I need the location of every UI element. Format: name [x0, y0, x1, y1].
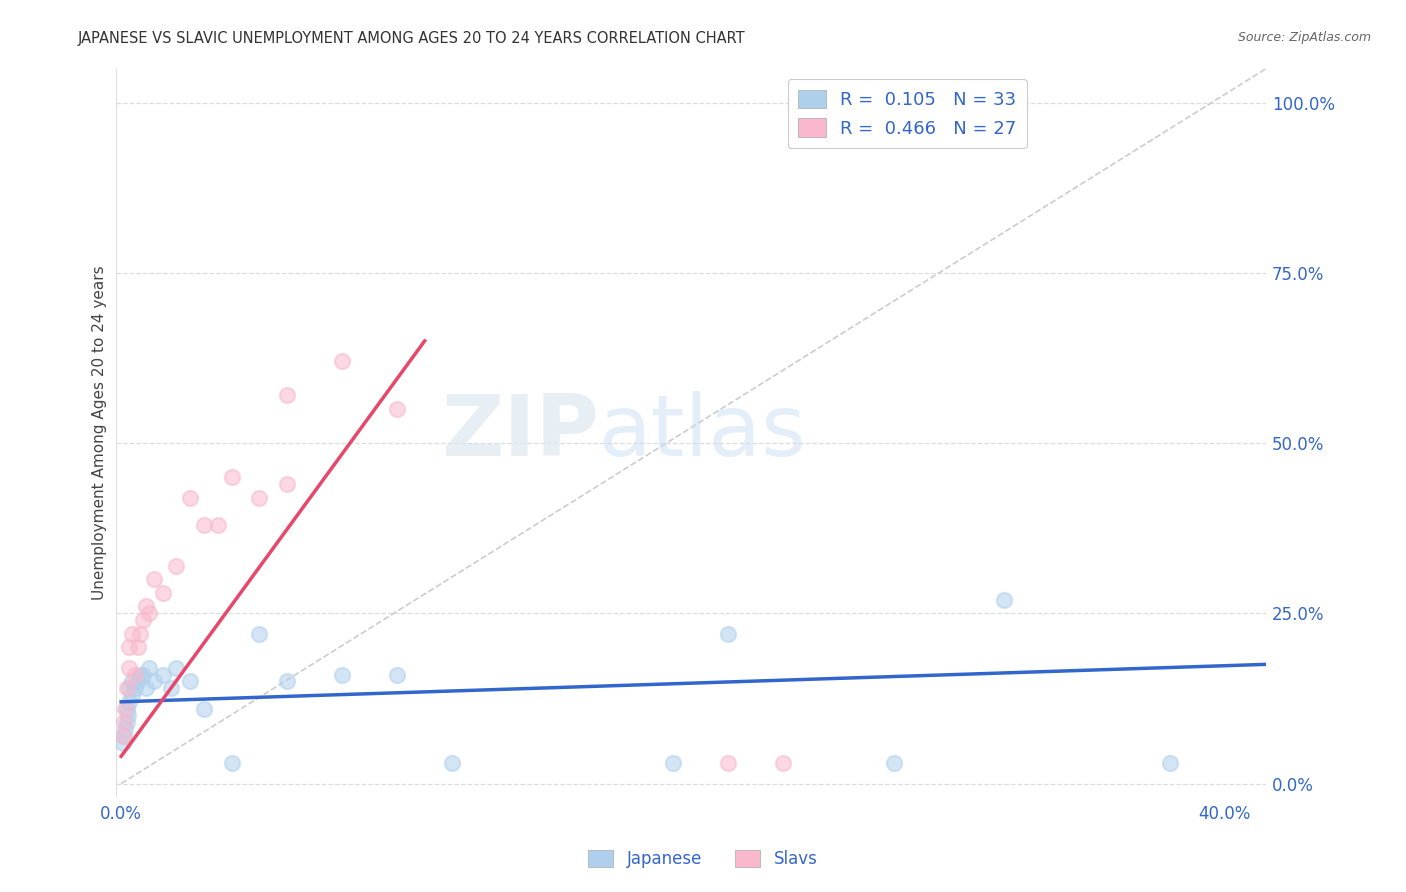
Point — [121, 674, 143, 689]
Point — [115, 715, 138, 730]
Point — [330, 354, 353, 368]
Point — [1159, 756, 1181, 770]
Point — [152, 586, 174, 600]
Point — [330, 667, 353, 681]
Text: atlas: atlas — [599, 392, 807, 475]
Point — [143, 674, 166, 689]
Point — [193, 701, 215, 715]
Point — [112, 729, 135, 743]
Text: Source: ZipAtlas.com: Source: ZipAtlas.com — [1237, 31, 1371, 45]
Point — [247, 491, 270, 505]
Point — [127, 640, 149, 655]
Point — [993, 592, 1015, 607]
Point — [138, 607, 160, 621]
Point — [717, 756, 740, 770]
Point — [118, 661, 141, 675]
Point — [129, 667, 152, 681]
Point — [117, 708, 139, 723]
Point — [221, 470, 243, 484]
Point — [118, 681, 141, 696]
Legend: Japanese, Slavs: Japanese, Slavs — [582, 843, 824, 875]
Point — [121, 626, 143, 640]
Point — [124, 667, 146, 681]
Point — [717, 626, 740, 640]
Point — [662, 756, 685, 770]
Point — [135, 681, 157, 696]
Point — [276, 388, 298, 402]
Point — [124, 681, 146, 696]
Point — [118, 640, 141, 655]
Point — [165, 558, 187, 573]
Point — [883, 756, 905, 770]
Point — [160, 681, 183, 696]
Point — [276, 476, 298, 491]
Point — [385, 402, 408, 417]
Point — [115, 701, 138, 715]
Point — [118, 695, 141, 709]
Point — [193, 517, 215, 532]
Point — [127, 674, 149, 689]
Point — [441, 756, 464, 770]
Point — [247, 626, 270, 640]
Point — [121, 688, 143, 702]
Legend: R =  0.105   N = 33, R =  0.466   N = 27: R = 0.105 N = 33, R = 0.466 N = 27 — [787, 79, 1026, 148]
Point — [143, 572, 166, 586]
Point — [112, 715, 135, 730]
Point — [385, 667, 408, 681]
Point — [111, 736, 134, 750]
Point — [132, 613, 155, 627]
Point — [132, 667, 155, 681]
Text: ZIP: ZIP — [441, 392, 599, 475]
Point — [179, 491, 201, 505]
Point — [276, 674, 298, 689]
Point — [129, 626, 152, 640]
Point — [152, 667, 174, 681]
Point — [138, 661, 160, 675]
Point — [221, 756, 243, 770]
Point — [772, 756, 794, 770]
Y-axis label: Unemployment Among Ages 20 to 24 years: Unemployment Among Ages 20 to 24 years — [93, 266, 107, 600]
Point — [207, 517, 229, 532]
Point — [114, 701, 136, 715]
Point — [135, 599, 157, 614]
Point — [115, 681, 138, 696]
Point — [111, 729, 134, 743]
Point — [179, 674, 201, 689]
Text: JAPANESE VS SLAVIC UNEMPLOYMENT AMONG AGES 20 TO 24 YEARS CORRELATION CHART: JAPANESE VS SLAVIC UNEMPLOYMENT AMONG AG… — [77, 31, 745, 46]
Point — [114, 722, 136, 736]
Point — [165, 661, 187, 675]
